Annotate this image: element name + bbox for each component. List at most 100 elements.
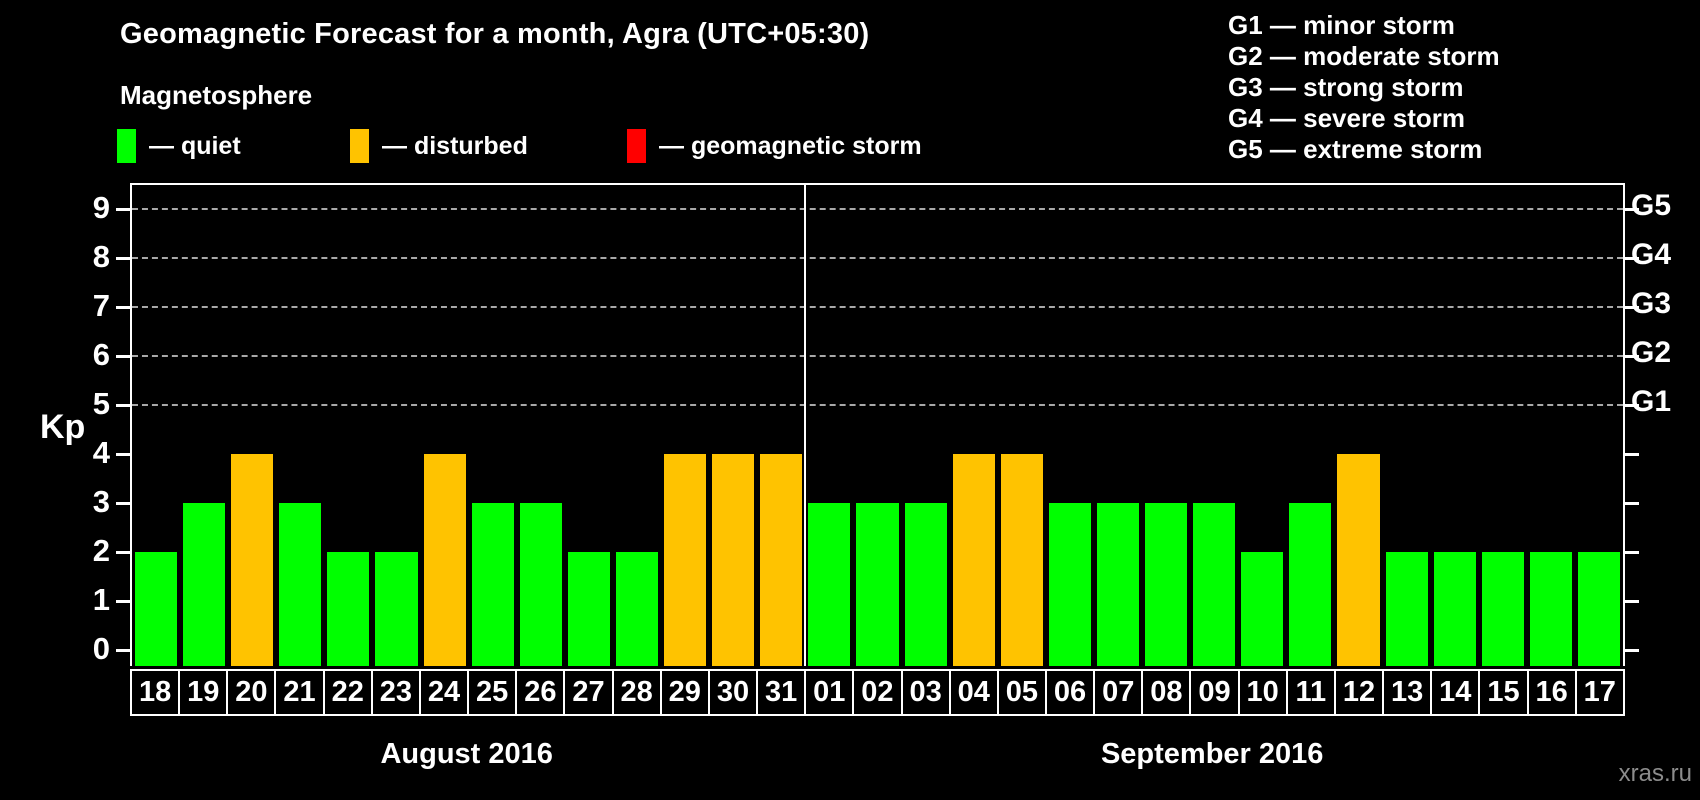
date-cell: 01 [806, 671, 855, 714]
magnetosphere-label: Magnetosphere [120, 80, 313, 110]
date-cell: 22 [325, 671, 373, 714]
gridline-kp8 [132, 257, 1623, 259]
y-axis-tick-label-1: 1 [92, 582, 110, 617]
left-tick-kp1 [116, 600, 130, 603]
kp-bar [183, 503, 226, 666]
g-scale-line-3: G3 — strong storm [1228, 72, 1464, 102]
right-tick-kp9 [1625, 208, 1639, 211]
date-cell: 26 [517, 671, 566, 714]
gridline-kp9 [132, 208, 1623, 210]
g-scale-line-1: G1 — minor storm [1228, 10, 1455, 40]
kp-bar [471, 503, 514, 666]
g-scale-line-5: G5 — extreme storm [1228, 134, 1483, 164]
kp-bar [1577, 552, 1620, 666]
left-tick-kp8 [116, 257, 130, 260]
plot-area: 0 1 2 3 4 5 6 7 8 9 G1 G2 G3 G4 G5 [93, 183, 1671, 666]
date-cell: 12 [1336, 671, 1385, 714]
kp-bar [952, 454, 995, 666]
legend-item-geomagnetic-storm: — geomagnetic storm [627, 128, 922, 164]
date-cell: 16 [1529, 671, 1577, 714]
kp-bar [808, 503, 851, 666]
date-cell: 18 [132, 671, 181, 714]
date-cell: 11 [1288, 671, 1336, 714]
date-cell: 21 [276, 671, 325, 714]
month-label-september: September 2016 [1100, 738, 1324, 770]
legend-label-quiet: — quiet [149, 131, 241, 160]
right-tick-kp1 [1625, 600, 1639, 603]
left-tick-kp5 [116, 404, 130, 407]
y-axis-tick-label-5: 5 [92, 386, 110, 421]
kp-bar [519, 503, 562, 666]
right-tick-kp4 [1625, 453, 1639, 456]
legend-item-quiet: — quiet [117, 128, 241, 164]
kp-bar [904, 503, 947, 666]
date-cell: 03 [903, 671, 951, 714]
right-tick-kp6 [1625, 355, 1639, 358]
legend-item-disturbed: — disturbed [350, 128, 528, 164]
g-scale-legend: G1 — minor storm G2 — moderate storm G3 — … [1228, 10, 1500, 165]
right-tick-kp2 [1625, 551, 1639, 554]
kp-bar [135, 552, 178, 666]
right-axis-label-g1: G1 [1631, 385, 1672, 418]
kp-bar [856, 503, 899, 666]
right-axis-label-g3: G3 [1631, 287, 1672, 320]
geomagnetic-storm-swatch-icon [627, 129, 646, 163]
y-axis-tick-label-9: 9 [92, 190, 110, 225]
date-cell: 28 [614, 671, 662, 714]
left-tick-kp7 [116, 306, 130, 309]
date-cell: 30 [710, 671, 759, 714]
y-axis-tick-label-2: 2 [92, 533, 110, 568]
kp-bar [231, 454, 274, 666]
kp-bar [1481, 552, 1524, 666]
date-cell: 25 [469, 671, 518, 714]
date-cell: 04 [951, 671, 999, 714]
x-axis-date-row: 18 19 20 21 22 23 24 25 26 27 28 29 30 31 01 02 03 04 05 06… [130, 669, 1625, 716]
gridline-kp7 [132, 306, 1623, 308]
right-tick-kp3 [1625, 502, 1639, 505]
month-separator-line [804, 185, 807, 666]
kp-bar [1385, 552, 1428, 666]
date-cell: 19 [180, 671, 229, 714]
right-tick-kp5 [1625, 404, 1639, 407]
kp-bar [1433, 552, 1476, 666]
kp-bar [712, 454, 755, 666]
right-axis-label-g2: G2 [1631, 336, 1672, 369]
right-axis-label-g4: G4 [1631, 238, 1672, 271]
gridline-kp6 [132, 355, 1623, 357]
y-axis-tick-label-4: 4 [92, 435, 110, 470]
kp-bar [1000, 454, 1043, 666]
date-cell: 05 [999, 671, 1047, 714]
date-cell: 27 [565, 671, 614, 714]
date-cell: 08 [1143, 671, 1192, 714]
kp-bar [1337, 454, 1380, 666]
date-cell: 06 [1047, 671, 1096, 714]
date-cell: 10 [1240, 671, 1288, 714]
kp-bar [567, 552, 610, 666]
kp-bar [1048, 503, 1091, 666]
kp-bar [423, 454, 466, 666]
legend-label-geomagnetic-storm: — geomagnetic storm [659, 131, 922, 160]
date-cell: 31 [758, 671, 807, 714]
right-tick-kp7 [1625, 306, 1639, 309]
y-axis-tick-label-3: 3 [92, 484, 110, 519]
kp-bar [1193, 503, 1236, 666]
right-tick-kp0 [1625, 649, 1639, 652]
kp-bar [1145, 503, 1188, 666]
kp-bar [615, 552, 659, 666]
y-axis-tick-label-7: 7 [92, 288, 110, 323]
date-cell: 29 [662, 671, 710, 714]
date-cell: 20 [228, 671, 277, 714]
g-scale-line-4: G4 — severe storm [1228, 103, 1466, 133]
g-scale-line-2: G2 — moderate storm [1228, 41, 1500, 71]
kp-bar [1289, 503, 1332, 666]
chart-title: Geomagnetic Forecast for a month, Agra (… [120, 18, 870, 50]
kp-bar [279, 503, 322, 666]
month-label-august: August 2016 [380, 738, 553, 770]
kp-bar [760, 454, 803, 666]
disturbed-swatch-icon [350, 129, 369, 163]
kp-bar [375, 552, 418, 666]
date-cell: 15 [1480, 671, 1529, 714]
quiet-swatch-icon [117, 129, 136, 163]
kp-bar [1241, 552, 1284, 666]
legend-label-disturbed: — disturbed [382, 131, 528, 160]
